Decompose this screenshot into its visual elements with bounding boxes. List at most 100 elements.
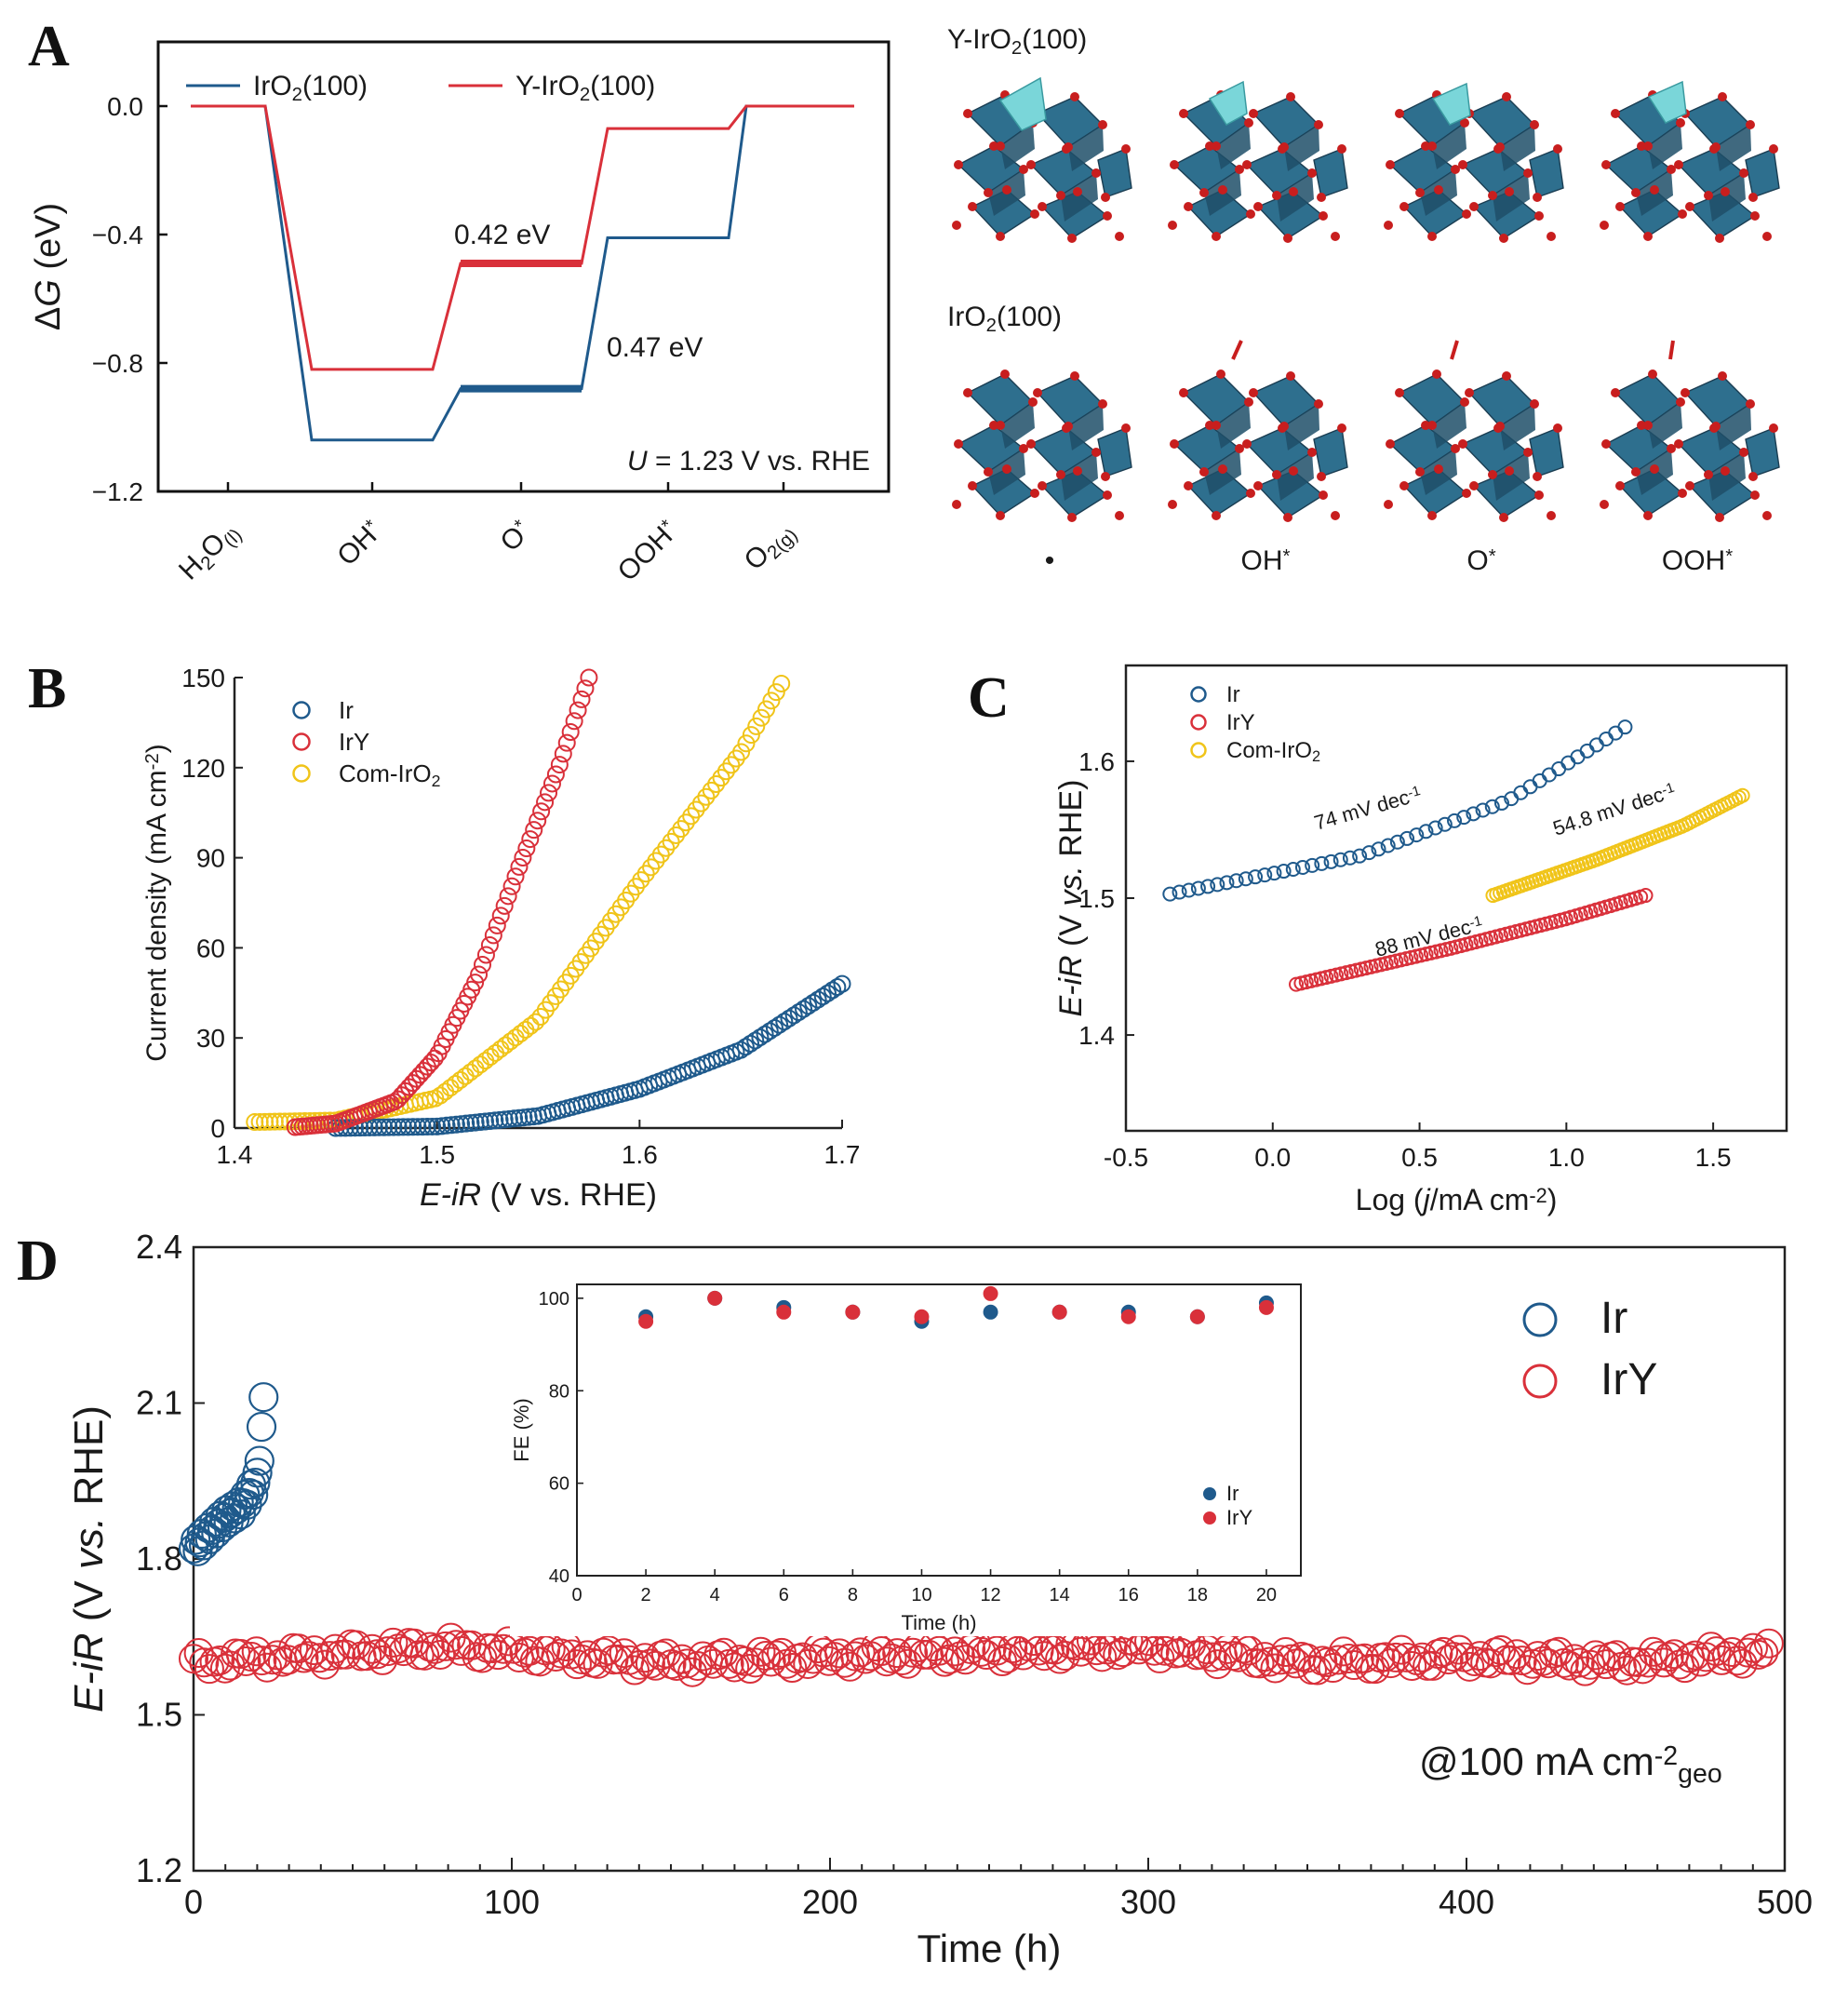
data-point <box>789 1003 808 1022</box>
data-point <box>1564 1647 1595 1678</box>
data-point <box>698 1648 729 1679</box>
data-point <box>742 726 760 745</box>
data-point <box>422 1117 441 1135</box>
data-point <box>241 1636 272 1667</box>
data-point <box>1276 864 1292 880</box>
data-point <box>784 1006 803 1025</box>
data-point <box>677 1657 708 1687</box>
data-point <box>495 896 514 915</box>
y-tick-label: 1.5 <box>136 1696 182 1734</box>
data-point <box>1197 1642 1227 1672</box>
data-point <box>707 1290 723 1306</box>
barrier-annotation: 0.42 eV <box>454 220 550 250</box>
data-point <box>189 1647 220 1678</box>
crystal-structure <box>1380 75 1564 244</box>
intermediate-caption: • <box>1045 545 1055 576</box>
x-tick-label: 8 <box>848 1585 858 1605</box>
x-tick-label: 0.5 <box>1401 1143 1438 1172</box>
data-point <box>1254 1646 1285 1677</box>
data-point <box>1312 1646 1343 1677</box>
x-tick-label: 10 <box>911 1585 931 1605</box>
data-point <box>388 1636 419 1667</box>
x-tick-label: 1.5 <box>1695 1143 1732 1172</box>
data-point <box>1162 886 1178 902</box>
structure-panel: Y-IrO2(100) IrO2(100) • OH* O* OOH* <box>947 24 1780 576</box>
data-point <box>242 1458 273 1488</box>
data-point <box>365 1118 383 1136</box>
data-point <box>1418 824 1434 840</box>
data-point <box>809 990 827 1009</box>
y-site-highlight <box>1647 80 1687 124</box>
data-point <box>731 1041 750 1059</box>
data-point <box>569 701 587 719</box>
data-point <box>484 926 502 945</box>
data-point <box>442 1116 461 1135</box>
tafel-slope-label: 54.8 mV dec-1 <box>1550 779 1679 840</box>
x-tick-label: 2 <box>641 1585 651 1605</box>
data-point <box>1579 743 1595 759</box>
data-point <box>1352 848 1368 864</box>
data-point <box>215 1650 246 1681</box>
y-tick-label: 120 <box>181 754 225 783</box>
data-point <box>1223 1642 1253 1672</box>
data-point <box>1617 719 1633 735</box>
data-point <box>414 1632 445 1662</box>
data-point <box>1560 1644 1590 1674</box>
data-point <box>1397 1650 1427 1681</box>
data-point <box>1554 1650 1585 1681</box>
data-point <box>384 1118 403 1136</box>
data-point <box>466 974 485 992</box>
y-tick-label: 1.6 <box>1078 747 1115 776</box>
data-point <box>238 1479 269 1511</box>
data-point <box>751 1028 770 1047</box>
data-point <box>736 1038 755 1056</box>
data-point <box>510 1108 529 1127</box>
data-point <box>428 1117 447 1135</box>
data-point <box>476 1052 495 1070</box>
legend-marker <box>1203 1487 1216 1500</box>
data-point <box>1333 1644 1364 1674</box>
x-axis-label: Log (j/mA cm-2) <box>1356 1183 1558 1216</box>
data-point <box>1228 873 1244 889</box>
data-point <box>488 1633 518 1664</box>
data-point <box>845 1304 861 1320</box>
data-point <box>818 984 837 1002</box>
data-point <box>1513 785 1529 800</box>
y-tick-label: 40 <box>549 1566 569 1587</box>
y-tick-label: 1.4 <box>1078 1021 1115 1050</box>
data-point <box>762 692 781 710</box>
intermediate-caption: O* <box>1466 545 1495 576</box>
data-point <box>502 1032 520 1051</box>
data-point <box>283 1633 314 1664</box>
data-point <box>1219 875 1235 891</box>
data-point <box>782 1644 812 1674</box>
x-tick-label: 18 <box>1187 1585 1208 1605</box>
data-point <box>394 1118 412 1136</box>
data-point <box>1248 869 1264 885</box>
x-tick-label: 1.5 <box>419 1140 455 1169</box>
data-point <box>514 848 532 866</box>
data-point <box>742 1034 760 1053</box>
legend-marker <box>1190 742 1207 759</box>
data-point <box>310 1649 341 1680</box>
panel-label-c: C <box>968 666 1010 730</box>
row-label: IrO2(100) <box>947 302 1062 336</box>
legend-marker <box>292 732 311 751</box>
y-tick-label: 90 <box>196 844 225 873</box>
data-point <box>1276 1644 1306 1674</box>
data-point <box>567 1644 597 1674</box>
data-point <box>1065 1636 1096 1667</box>
data-point <box>486 1111 504 1130</box>
data-point <box>375 1118 394 1136</box>
adsorbate <box>1450 340 1459 360</box>
data-point <box>1210 877 1225 893</box>
data-point <box>908 1639 939 1670</box>
data-point <box>1139 1635 1170 1666</box>
y-tick-label: −0.4 <box>92 221 143 249</box>
legend-label: IrY <box>1226 1506 1252 1529</box>
x-tick-label: 500 <box>1757 1883 1813 1921</box>
data-point <box>446 1075 464 1094</box>
data-point <box>1371 841 1386 857</box>
intermediate-caption: OH* <box>1241 545 1291 576</box>
data-point <box>561 1649 592 1680</box>
